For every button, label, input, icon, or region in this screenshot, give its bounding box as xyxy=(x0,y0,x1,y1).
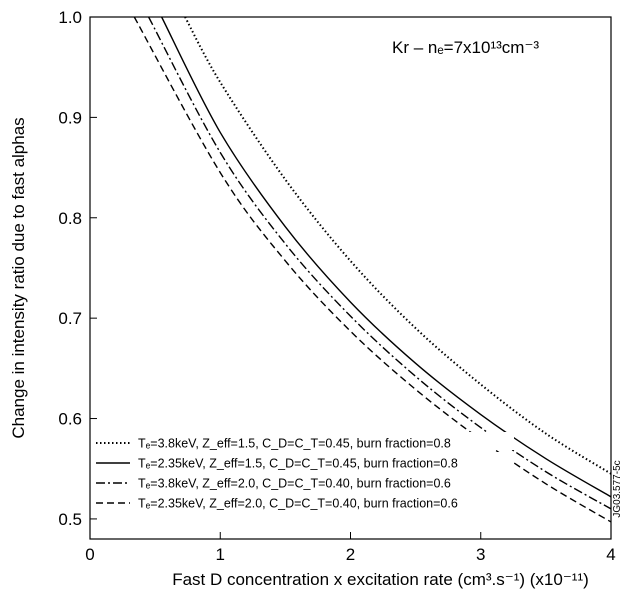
y-tick-label: 0.6 xyxy=(58,410,82,429)
legend-label-3: Tₑ=3.8keV, Z_eff=2.0, C_D=C_T=0.40, burn… xyxy=(138,477,451,491)
legend: Tₑ=3.8keV, Z_eff=1.5, C_D=C_T=0.45, burn… xyxy=(94,432,514,511)
x-tick-label: 4 xyxy=(606,545,615,564)
y-tick-label: 0.9 xyxy=(58,108,82,127)
y-tick-label: 0.7 xyxy=(58,309,82,328)
legend-bg xyxy=(94,472,514,490)
legend-label-2: Tₑ=2.35keV, Z_eff=1.5, C_D=C_T=0.45, bur… xyxy=(138,457,458,471)
series-line-2 xyxy=(161,16,612,498)
ticks-layer: 0 1 2 3 4 0.5 0.6 0.7 0.8 0.9 1.0 xyxy=(58,8,615,564)
series-layer xyxy=(133,16,612,523)
series-line-3 xyxy=(147,16,612,510)
y-tick-label: 0.5 xyxy=(58,510,82,529)
chart-annotation: Kr – nₑ=7x10¹³cm⁻³ xyxy=(392,38,539,57)
x-tick-label: 0 xyxy=(85,545,94,564)
series-line-1 xyxy=(184,16,612,475)
legend-bg xyxy=(94,432,514,450)
y-tick-label: 0.8 xyxy=(58,209,82,228)
series-line-4 xyxy=(133,16,612,523)
legend-label-4: Tₑ=2.35keV, Z_eff=2.0, C_D=C_T=0.40, bur… xyxy=(138,497,458,511)
legend-bg xyxy=(94,492,514,510)
x-axis-title: Fast D concentration x excitation rate (… xyxy=(172,570,589,589)
figure-id-label: JG03.577-5c xyxy=(612,460,623,517)
x-tick-label: 3 xyxy=(476,545,485,564)
y-tick-label: 1.0 xyxy=(58,8,82,27)
legend-bg xyxy=(94,452,514,470)
x-tick-label: 1 xyxy=(216,545,225,564)
legend-label-1: Tₑ=3.8keV, Z_eff=1.5, C_D=C_T=0.45, burn… xyxy=(138,437,451,451)
x-tick-label: 2 xyxy=(346,545,355,564)
y-axis-title: Change in intensity ratio due to fast al… xyxy=(9,117,28,438)
